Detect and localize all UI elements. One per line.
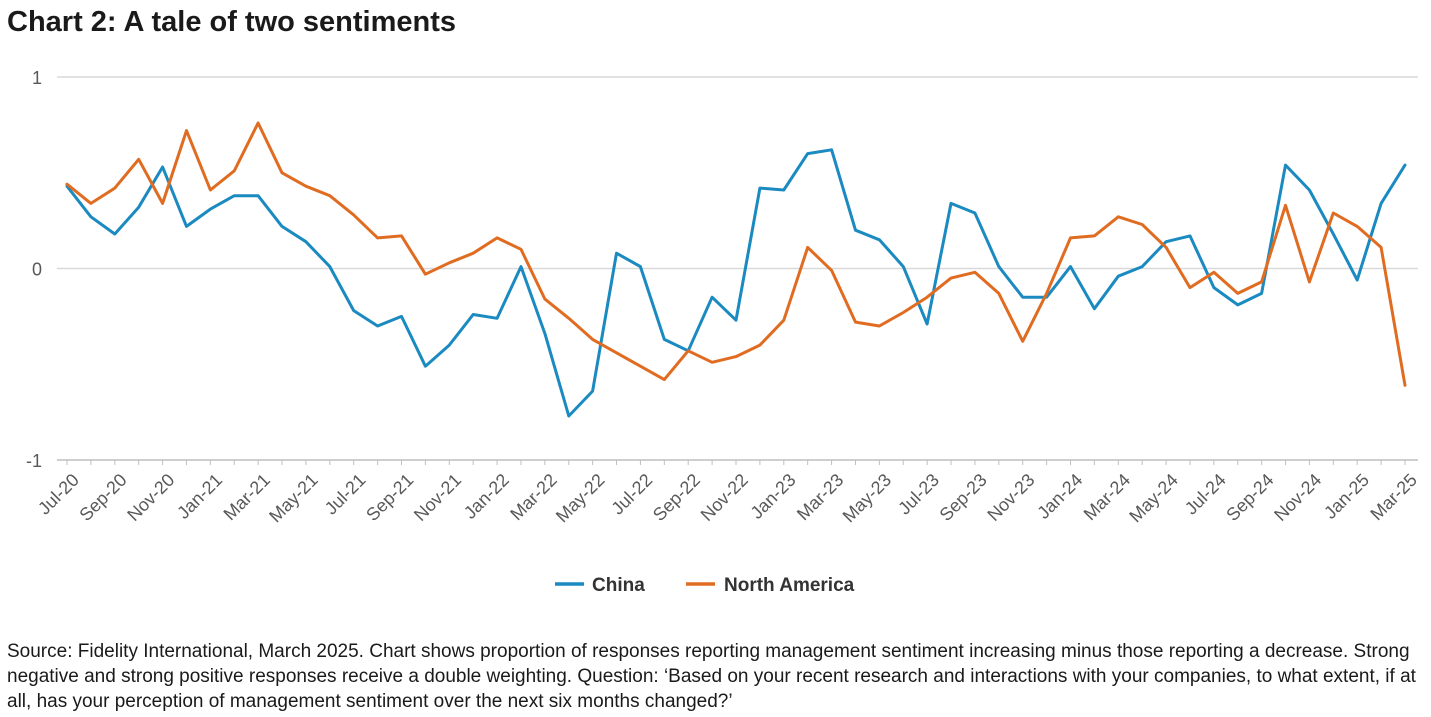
series-line-china [65, 148, 1407, 418]
x-tick-label: Mar-22 [506, 470, 560, 524]
series-line-north-america [65, 121, 1407, 387]
x-tick-label: May-22 [552, 470, 609, 527]
x-tick-label: Nov-22 [697, 470, 752, 525]
x-tick-label: Sep-24 [1222, 470, 1277, 525]
x-tick-label: Nov-21 [410, 470, 465, 525]
legend-label-north-america: North America [724, 575, 855, 596]
y-tick-label: 1 [32, 68, 42, 88]
x-tick-label: Nov-20 [123, 470, 178, 525]
y-tick-label: 0 [32, 260, 42, 280]
x-tick-label: May-24 [1125, 470, 1182, 527]
x-tick-label: Mar-25 [1366, 470, 1420, 524]
chart-title: Chart 2: A tale of two sentiments [7, 6, 457, 38]
x-tick-label: Sep-23 [936, 470, 991, 525]
x-tick-label: Nov-23 [983, 470, 1038, 525]
x-tick-label: May-21 [265, 470, 322, 527]
x-tick-label: Nov-24 [1270, 470, 1325, 525]
x-tick-label: Jan-24 [1033, 470, 1086, 523]
series-lines [65, 121, 1407, 418]
x-tick-label: May-23 [839, 470, 896, 527]
legend-label-china: China [592, 575, 645, 596]
source-note: Source: Fidelity International, March 20… [7, 641, 1416, 712]
x-tick-label: Mar-23 [793, 470, 847, 524]
x-tick-label: Sep-22 [649, 470, 704, 525]
x-tick-label: Jan-22 [460, 470, 513, 523]
y-tick-label: -1 [26, 451, 42, 471]
line-chart: -1 0 1 Jul-20Sep-20Nov-20Jan-21Mar-21May-2… [26, 68, 1421, 596]
x-tick-label: Sep-21 [362, 470, 417, 525]
x-tick-label: Jan-23 [747, 470, 800, 523]
x-tick-label: Jan-21 [173, 470, 226, 523]
gridlines [57, 76, 1418, 461]
x-tick-label: Sep-20 [75, 470, 130, 525]
y-axis-ticks: -1 0 1 [26, 68, 42, 471]
x-axis-ticks: Jul-20Sep-20Nov-20Jan-21Mar-21May-21Jul-… [34, 460, 1421, 526]
x-tick-label: Jan-25 [1320, 470, 1373, 523]
x-tick-label: Mar-24 [1080, 470, 1134, 524]
x-tick-label: Mar-21 [220, 470, 274, 524]
legend: China North America [555, 575, 855, 596]
